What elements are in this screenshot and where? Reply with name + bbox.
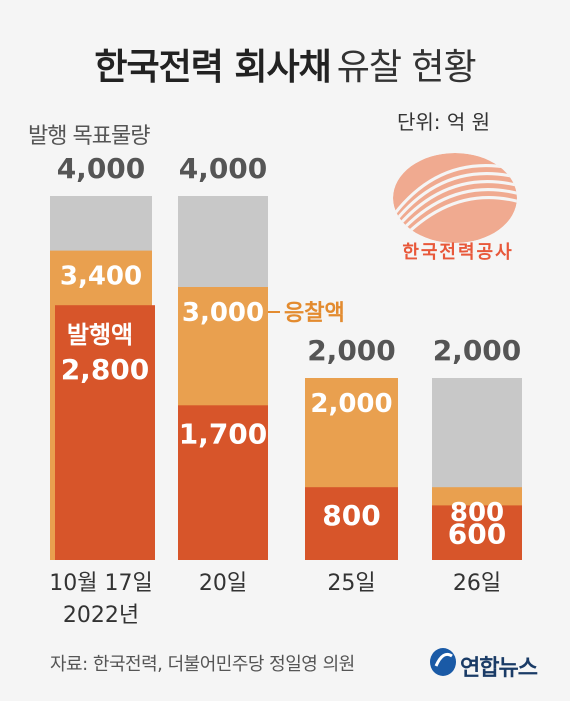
target-value-label: 2,000 (307, 334, 396, 367)
category-label: 20일 (199, 571, 247, 596)
issued-series-label: 발행액 (67, 321, 133, 349)
issued-bar (305, 487, 398, 560)
target-value-label: 4,000 (179, 152, 268, 185)
category-label: 26일 (453, 571, 501, 596)
kepco-logo-text: 한국전력공사 (402, 242, 514, 263)
category-label: 10월 17일 (49, 571, 152, 596)
yonhap-logo-icon (430, 648, 456, 676)
target-value-label: 2,000 (433, 334, 522, 367)
issued-bar (432, 505, 522, 560)
target-value-label: 4,000 (57, 152, 146, 185)
issued-value-label: 2,800 (61, 353, 150, 386)
category-label: 2022년 (63, 603, 139, 628)
bid-value-label: 2,000 (310, 389, 392, 419)
title-light: 유찰 현황 (336, 47, 477, 88)
bid-value-label: 3,400 (60, 262, 142, 292)
issued-value-label: 800 (322, 499, 380, 532)
bid-series-label: 응찰액 (284, 301, 345, 326)
target-series-label: 발행 목표물량 (28, 124, 150, 149)
bid-value-label: 3,000 (182, 298, 264, 328)
source-text: 자료: 한국전력, 더불어민주당 정일영 의원 (50, 654, 355, 675)
kepco-logo-icon (393, 153, 517, 243)
issued-value-label: 1,700 (179, 417, 268, 450)
bid-value-label: 800 (450, 498, 504, 528)
chart-title: 한국전력 회사채 유찰 현황 (0, 38, 570, 90)
issued-bar (55, 305, 155, 560)
issued-value-label: 600 (448, 517, 506, 550)
title-bold: 한국전력 회사채 (94, 47, 331, 88)
issued-bar (178, 405, 268, 560)
agency-name: 연합뉴스 (460, 656, 538, 681)
category-label: 25일 (327, 571, 375, 596)
unit-label: 단위: 억 원 (397, 110, 491, 134)
